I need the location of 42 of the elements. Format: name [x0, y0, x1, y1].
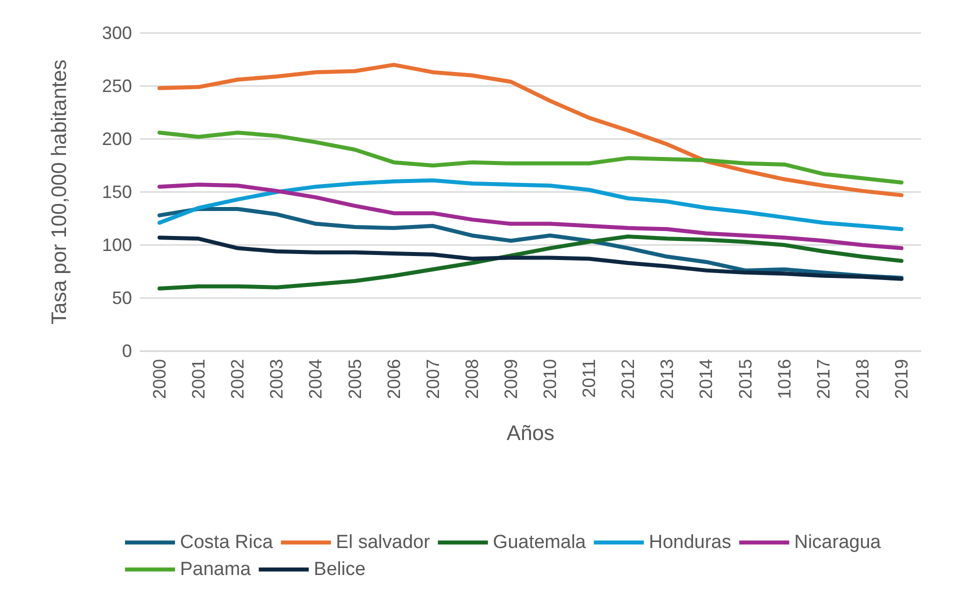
legend-label: Panama	[180, 559, 252, 580]
x-tick-label: 2013	[657, 359, 678, 400]
line-series	[158, 62, 904, 198]
y-tick-label: 300	[102, 23, 132, 43]
y-tick-label: 150	[102, 182, 132, 202]
line-series	[158, 182, 904, 250]
x-tick-label: 2002	[228, 359, 248, 400]
legend-label: Belice	[314, 559, 366, 580]
line-series	[158, 234, 904, 290]
x-tick-label: 2000	[150, 359, 170, 400]
x-tick-label: 2008	[462, 359, 482, 400]
y-tick-label: 0	[122, 341, 132, 361]
line-series	[158, 236, 904, 281]
legend-label: Costa Rica	[180, 532, 274, 553]
line-series	[158, 178, 904, 232]
legend-label: Honduras	[648, 532, 732, 553]
y-tick-label: 200	[102, 129, 132, 149]
x-tick-label: 2001	[188, 359, 209, 400]
x-tick-label: 2017	[813, 359, 834, 400]
x-tick-label: 2012	[618, 359, 638, 400]
legend-label: Guatemala	[492, 532, 586, 553]
x-tick-label: 2006	[384, 359, 404, 400]
x-tick-label: 2014	[696, 359, 716, 400]
x-tick-label: 2019	[891, 359, 912, 400]
x-tick-label: 2015	[735, 359, 756, 400]
y-tick-label: 50	[112, 288, 132, 308]
x-tick-label: 2011	[579, 359, 600, 398]
legend-label: Nicaragua	[794, 532, 882, 553]
x-tick-label: 2004	[306, 359, 326, 400]
y-tick-label: 250	[102, 76, 132, 96]
x-tick-label: 2005	[344, 359, 365, 400]
x-tick-label: 2010	[540, 359, 560, 400]
y-tick-label: 100	[102, 235, 132, 255]
x-tick-label: 2018	[852, 359, 872, 400]
x-tick-label: 2007	[422, 359, 443, 400]
x-axis-title: Años	[506, 422, 554, 445]
x-tick-label: 1016	[774, 359, 794, 400]
x-tick-label: 2003	[266, 359, 287, 400]
legend-label: El salvador	[336, 532, 431, 553]
line-series	[158, 130, 904, 184]
y-axis-title: Tasa por 100,000 habitantes	[48, 59, 71, 325]
x-tick-label: 2009	[500, 359, 521, 400]
